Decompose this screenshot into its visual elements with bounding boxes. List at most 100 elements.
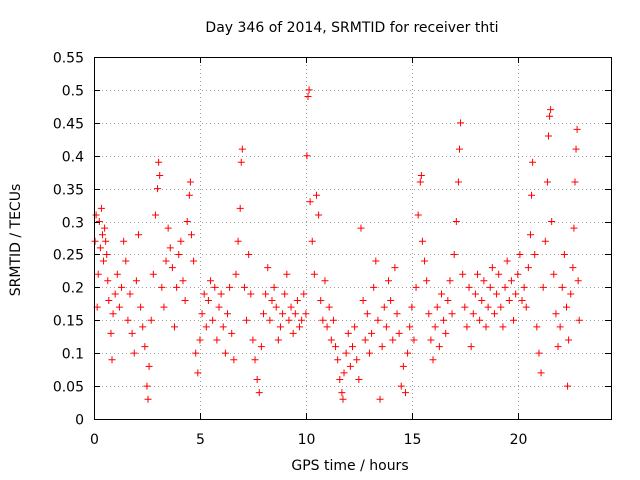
data-point — [399, 362, 407, 370]
data-point — [370, 283, 378, 291]
data-point — [378, 343, 386, 351]
data-point — [488, 264, 496, 272]
data-point — [336, 376, 344, 384]
data-point — [122, 257, 130, 265]
data-point — [143, 382, 151, 390]
data-point — [368, 329, 376, 337]
data-point — [490, 310, 498, 318]
data-point — [183, 218, 191, 226]
y-tick-label: 0.5 — [62, 84, 84, 100]
data-point — [416, 178, 424, 186]
data-point — [514, 270, 522, 278]
data-point — [323, 323, 331, 331]
data-point — [253, 376, 261, 384]
data-point — [478, 297, 486, 305]
data-point — [200, 290, 208, 298]
data-point — [544, 132, 552, 140]
y-axis-label: SRMTID / TECUs — [8, 184, 24, 297]
data-point — [376, 395, 384, 403]
data-point — [518, 297, 526, 305]
data-point — [421, 257, 429, 265]
data-point — [185, 191, 193, 199]
data-point — [329, 316, 337, 324]
data-point — [164, 224, 172, 232]
data-point — [315, 211, 323, 219]
y-tick-label: 0.55 — [53, 51, 84, 67]
data-point — [459, 270, 467, 278]
data-point — [450, 250, 458, 258]
data-points — [91, 86, 583, 403]
data-point — [575, 316, 583, 324]
data-point — [289, 329, 297, 337]
data-point — [236, 204, 244, 212]
data-point — [387, 297, 395, 305]
data-point — [414, 211, 422, 219]
data-point — [151, 211, 159, 219]
data-point — [380, 303, 388, 311]
data-point — [385, 277, 393, 285]
data-point — [482, 323, 490, 331]
data-point — [237, 158, 245, 166]
data-point — [285, 316, 293, 324]
data-point — [476, 316, 484, 324]
data-point — [334, 356, 342, 364]
data-point — [308, 237, 316, 245]
data-point — [219, 323, 227, 331]
data-point — [340, 369, 348, 377]
data-point — [260, 310, 268, 318]
data-point — [94, 270, 102, 278]
data-point — [446, 277, 454, 285]
x-tick-label: 20 — [510, 432, 528, 448]
data-point — [287, 303, 295, 311]
data-point — [425, 310, 433, 318]
data-point — [213, 336, 221, 344]
data-point — [270, 283, 278, 291]
data-point — [535, 349, 543, 357]
data-point — [166, 244, 174, 252]
data-point — [120, 237, 128, 245]
data-point — [274, 336, 282, 344]
data-point — [569, 264, 577, 272]
data-point — [115, 303, 123, 311]
data-point — [497, 303, 505, 311]
data-point — [510, 316, 518, 324]
data-point — [221, 349, 229, 357]
data-point — [480, 277, 488, 285]
data-point — [149, 270, 157, 278]
data-point — [486, 283, 494, 291]
data-point — [554, 343, 562, 351]
data-point — [130, 349, 138, 357]
data-point — [456, 145, 464, 153]
data-point — [91, 237, 99, 245]
data-point — [338, 389, 346, 397]
data-point — [139, 323, 147, 331]
data-point — [255, 389, 263, 397]
data-point — [154, 185, 162, 193]
data-point — [346, 362, 354, 370]
data-point — [217, 290, 225, 298]
data-point — [118, 283, 126, 291]
data-point — [389, 336, 397, 344]
data-point — [556, 323, 564, 331]
data-point — [98, 231, 106, 239]
data-point — [452, 218, 460, 226]
data-point — [95, 218, 103, 226]
data-point — [558, 283, 566, 291]
data-point — [310, 270, 318, 278]
data-point — [552, 310, 560, 318]
data-point — [344, 329, 352, 337]
data-point — [137, 303, 145, 311]
grid — [94, 57, 611, 419]
data-point — [332, 343, 340, 351]
data-point — [160, 303, 168, 311]
data-point — [342, 349, 350, 357]
y-tick-label: 0 — [75, 413, 84, 429]
data-point — [317, 297, 325, 305]
data-point — [302, 310, 310, 318]
data-point — [158, 283, 166, 291]
data-point — [404, 349, 412, 357]
data-point — [238, 145, 246, 153]
data-point — [467, 343, 475, 351]
data-point — [505, 297, 513, 305]
data-point — [104, 277, 112, 285]
